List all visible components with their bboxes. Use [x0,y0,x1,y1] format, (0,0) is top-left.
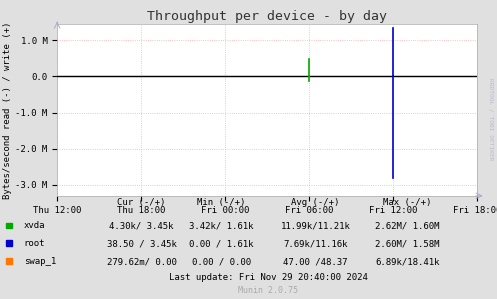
Text: 279.62m/ 0.00: 279.62m/ 0.00 [107,257,176,266]
Text: 6.89k/18.41k: 6.89k/18.41k [375,257,440,266]
Text: 7.69k/11.16k: 7.69k/11.16k [283,239,348,248]
Text: Munin 2.0.75: Munin 2.0.75 [239,286,298,295]
Text: 0.00 / 1.61k: 0.00 / 1.61k [189,239,253,248]
Text: 38.50 / 3.45k: 38.50 / 3.45k [107,239,176,248]
Text: Cur (-/+): Cur (-/+) [117,198,166,207]
Text: xvda: xvda [24,221,45,230]
Text: RRDTOOL / TOBI OETIKER: RRDTOOL / TOBI OETIKER [489,78,494,161]
Text: Avg (-/+): Avg (-/+) [291,198,340,207]
Text: 3.42k/ 1.61k: 3.42k/ 1.61k [189,221,253,230]
Text: swap_1: swap_1 [24,257,56,266]
Title: Throughput per device - by day: Throughput per device - by day [147,10,387,23]
Text: 11.99k/11.21k: 11.99k/11.21k [281,221,350,230]
Text: 2.60M/ 1.58M: 2.60M/ 1.58M [375,239,440,248]
Text: 4.30k/ 3.45k: 4.30k/ 3.45k [109,221,174,230]
Y-axis label: Bytes/second read (-) / write (+): Bytes/second read (-) / write (+) [3,21,12,199]
Text: Last update: Fri Nov 29 20:40:00 2024: Last update: Fri Nov 29 20:40:00 2024 [169,273,368,282]
Text: 2.62M/ 1.60M: 2.62M/ 1.60M [375,221,440,230]
Text: 47.00 /48.37: 47.00 /48.37 [283,257,348,266]
Text: root: root [24,239,45,248]
Text: Max (-/+): Max (-/+) [383,198,432,207]
Text: Min (-/+): Min (-/+) [197,198,246,207]
Text: 0.00 / 0.00: 0.00 / 0.00 [192,257,250,266]
